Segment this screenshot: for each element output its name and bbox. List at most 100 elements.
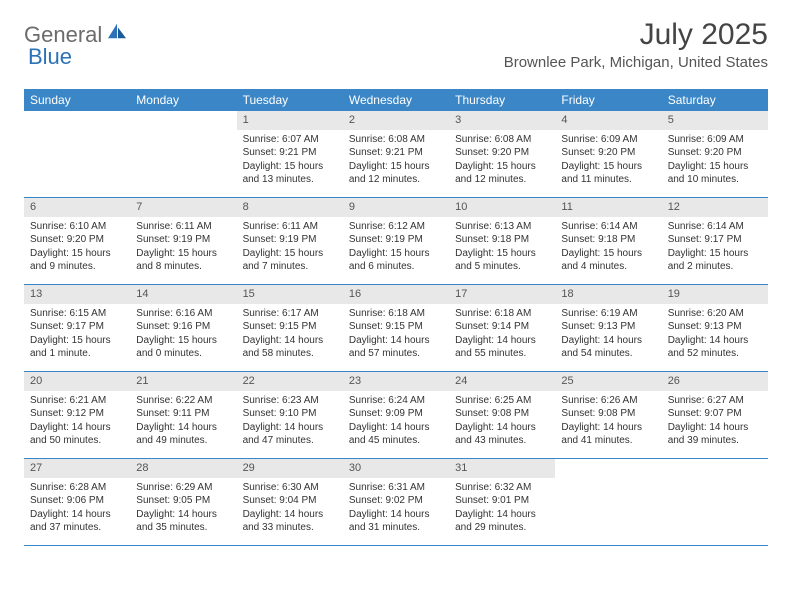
daylight-text: Daylight: 15 hours and 8 minutes. (136, 247, 230, 274)
day-cell: 26Sunrise: 6:27 AMSunset: 9:07 PMDayligh… (662, 372, 768, 458)
day-header: Tuesday (237, 89, 343, 111)
day-number: 19 (662, 285, 768, 304)
day-content: Sunrise: 6:19 AMSunset: 9:13 PMDaylight:… (555, 304, 661, 367)
sunset-text: Sunset: 9:06 PM (30, 494, 124, 508)
daylight-text: Daylight: 15 hours and 9 minutes. (30, 247, 124, 274)
week-row: 13Sunrise: 6:15 AMSunset: 9:17 PMDayligh… (24, 285, 768, 372)
sunrise-text: Sunrise: 6:17 AM (243, 307, 337, 321)
day-number: 20 (24, 372, 130, 391)
empty-day-cell (130, 111, 236, 197)
daylight-text: Daylight: 15 hours and 10 minutes. (668, 160, 762, 187)
day-cell: 6Sunrise: 6:10 AMSunset: 9:20 PMDaylight… (24, 198, 130, 284)
sunset-text: Sunset: 9:05 PM (136, 494, 230, 508)
sunrise-text: Sunrise: 6:08 AM (349, 133, 443, 147)
day-header: Sunday (24, 89, 130, 111)
sunrise-text: Sunrise: 6:21 AM (30, 394, 124, 408)
day-cell: 3Sunrise: 6:08 AMSunset: 9:20 PMDaylight… (449, 111, 555, 197)
day-content: Sunrise: 6:24 AMSunset: 9:09 PMDaylight:… (343, 391, 449, 454)
month-title: July 2025 (504, 18, 768, 52)
sunset-text: Sunset: 9:17 PM (30, 320, 124, 334)
daylight-text: Daylight: 14 hours and 52 minutes. (668, 334, 762, 361)
day-cell: 11Sunrise: 6:14 AMSunset: 9:18 PMDayligh… (555, 198, 661, 284)
sunrise-text: Sunrise: 6:31 AM (349, 481, 443, 495)
daylight-text: Daylight: 15 hours and 4 minutes. (561, 247, 655, 274)
day-header: Saturday (662, 89, 768, 111)
day-content: Sunrise: 6:14 AMSunset: 9:18 PMDaylight:… (555, 217, 661, 280)
daylight-text: Daylight: 15 hours and 12 minutes. (349, 160, 443, 187)
day-number: 16 (343, 285, 449, 304)
daylight-text: Daylight: 15 hours and 12 minutes. (455, 160, 549, 187)
location-text: Brownlee Park, Michigan, United States (504, 54, 768, 71)
empty-day-cell (662, 459, 768, 545)
sunrise-text: Sunrise: 6:09 AM (561, 133, 655, 147)
sunset-text: Sunset: 9:21 PM (349, 146, 443, 160)
day-content: Sunrise: 6:11 AMSunset: 9:19 PMDaylight:… (237, 217, 343, 280)
day-cell: 29Sunrise: 6:30 AMSunset: 9:04 PMDayligh… (237, 459, 343, 545)
week-row: 20Sunrise: 6:21 AMSunset: 9:12 PMDayligh… (24, 372, 768, 459)
sunrise-text: Sunrise: 6:16 AM (136, 307, 230, 321)
sunrise-text: Sunrise: 6:11 AM (136, 220, 230, 234)
day-cell: 31Sunrise: 6:32 AMSunset: 9:01 PMDayligh… (449, 459, 555, 545)
day-content: Sunrise: 6:10 AMSunset: 9:20 PMDaylight:… (24, 217, 130, 280)
sunset-text: Sunset: 9:10 PM (243, 407, 337, 421)
sunrise-text: Sunrise: 6:14 AM (668, 220, 762, 234)
day-cell: 15Sunrise: 6:17 AMSunset: 9:15 PMDayligh… (237, 285, 343, 371)
day-cell: 24Sunrise: 6:25 AMSunset: 9:08 PMDayligh… (449, 372, 555, 458)
sunrise-text: Sunrise: 6:12 AM (349, 220, 443, 234)
daylight-text: Daylight: 14 hours and 33 minutes. (243, 508, 337, 535)
daylight-text: Daylight: 14 hours and 35 minutes. (136, 508, 230, 535)
day-cell: 2Sunrise: 6:08 AMSunset: 9:21 PMDaylight… (343, 111, 449, 197)
day-content: Sunrise: 6:22 AMSunset: 9:11 PMDaylight:… (130, 391, 236, 454)
sunset-text: Sunset: 9:11 PM (136, 407, 230, 421)
sunrise-text: Sunrise: 6:18 AM (349, 307, 443, 321)
day-content: Sunrise: 6:18 AMSunset: 9:15 PMDaylight:… (343, 304, 449, 367)
day-content: Sunrise: 6:08 AMSunset: 9:20 PMDaylight:… (449, 130, 555, 193)
day-content: Sunrise: 6:07 AMSunset: 9:21 PMDaylight:… (237, 130, 343, 193)
sunrise-text: Sunrise: 6:14 AM (561, 220, 655, 234)
day-content: Sunrise: 6:31 AMSunset: 9:02 PMDaylight:… (343, 478, 449, 541)
day-number: 8 (237, 198, 343, 217)
week-row: 1Sunrise: 6:07 AMSunset: 9:21 PMDaylight… (24, 111, 768, 198)
title-block: July 2025 Brownlee Park, Michigan, Unite… (504, 18, 768, 71)
sunrise-text: Sunrise: 6:24 AM (349, 394, 443, 408)
daylight-text: Daylight: 14 hours and 55 minutes. (455, 334, 549, 361)
daylight-text: Daylight: 14 hours and 58 minutes. (243, 334, 337, 361)
sunset-text: Sunset: 9:19 PM (349, 233, 443, 247)
sunrise-text: Sunrise: 6:13 AM (455, 220, 549, 234)
sunset-text: Sunset: 9:15 PM (243, 320, 337, 334)
day-number: 18 (555, 285, 661, 304)
day-content: Sunrise: 6:23 AMSunset: 9:10 PMDaylight:… (237, 391, 343, 454)
sunset-text: Sunset: 9:01 PM (455, 494, 549, 508)
day-content: Sunrise: 6:27 AMSunset: 9:07 PMDaylight:… (662, 391, 768, 454)
day-content: Sunrise: 6:18 AMSunset: 9:14 PMDaylight:… (449, 304, 555, 367)
day-cell: 25Sunrise: 6:26 AMSunset: 9:08 PMDayligh… (555, 372, 661, 458)
day-cell: 8Sunrise: 6:11 AMSunset: 9:19 PMDaylight… (237, 198, 343, 284)
daylight-text: Daylight: 14 hours and 49 minutes. (136, 421, 230, 448)
day-cell: 21Sunrise: 6:22 AMSunset: 9:11 PMDayligh… (130, 372, 236, 458)
sunset-text: Sunset: 9:19 PM (136, 233, 230, 247)
day-cell: 18Sunrise: 6:19 AMSunset: 9:13 PMDayligh… (555, 285, 661, 371)
sunset-text: Sunset: 9:20 PM (30, 233, 124, 247)
day-cell: 5Sunrise: 6:09 AMSunset: 9:20 PMDaylight… (662, 111, 768, 197)
sunrise-text: Sunrise: 6:30 AM (243, 481, 337, 495)
sunset-text: Sunset: 9:15 PM (349, 320, 443, 334)
empty-day-cell (24, 111, 130, 197)
day-content: Sunrise: 6:25 AMSunset: 9:08 PMDaylight:… (449, 391, 555, 454)
week-row: 6Sunrise: 6:10 AMSunset: 9:20 PMDaylight… (24, 198, 768, 285)
day-number: 10 (449, 198, 555, 217)
day-number: 28 (130, 459, 236, 478)
day-content: Sunrise: 6:30 AMSunset: 9:04 PMDaylight:… (237, 478, 343, 541)
day-content: Sunrise: 6:09 AMSunset: 9:20 PMDaylight:… (555, 130, 661, 193)
daylight-text: Daylight: 14 hours and 45 minutes. (349, 421, 443, 448)
sunset-text: Sunset: 9:18 PM (455, 233, 549, 247)
sunset-text: Sunset: 9:08 PM (455, 407, 549, 421)
daylight-text: Daylight: 15 hours and 1 minute. (30, 334, 124, 361)
sunset-text: Sunset: 9:18 PM (561, 233, 655, 247)
day-content: Sunrise: 6:32 AMSunset: 9:01 PMDaylight:… (449, 478, 555, 541)
sunset-text: Sunset: 9:04 PM (243, 494, 337, 508)
day-number: 24 (449, 372, 555, 391)
sunset-text: Sunset: 9:21 PM (243, 146, 337, 160)
header: General July 2025 Brownlee Park, Michiga… (24, 18, 768, 71)
sunrise-text: Sunrise: 6:22 AM (136, 394, 230, 408)
day-content: Sunrise: 6:21 AMSunset: 9:12 PMDaylight:… (24, 391, 130, 454)
